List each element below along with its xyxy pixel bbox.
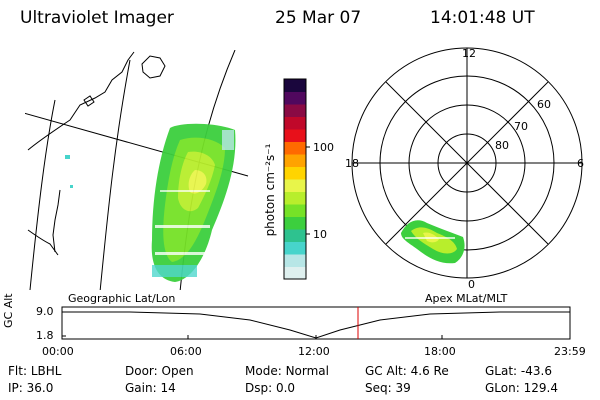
timeline-xtick: 23:59 [554,345,586,358]
coastline [27,51,135,151]
mlat-label-80: 80 [495,139,509,152]
aurora-emission [151,123,236,283]
apex-label: Apex MLat/MLT [425,292,508,305]
timeline-xtick: 12:00 [298,345,330,358]
timeline-ytick-low: 1.8 [36,329,54,342]
mlt-label-12: 12 [462,47,476,60]
status-glat: GLat: -43.6 [485,364,552,378]
island [83,95,95,107]
colorbar-swatch [284,141,306,155]
colorbar-swatch [284,79,306,92]
colorbar-swatch [284,91,306,105]
timeline-xtick: 00:00 [42,345,74,358]
altitude-curve [62,311,570,339]
colorbar-swatch [284,154,306,167]
colorbar-swatch [284,179,306,192]
status-dsp: Dsp: 0.0 [245,381,296,395]
status-ip: IP: 36.0 [8,381,54,395]
timeline-xtick: 06:00 [170,345,202,358]
timeline-axis-title: GC Alt [2,293,15,328]
date-label: 25 Mar 07 [275,8,362,28]
polar-plot [351,47,583,279]
colorbar-tick-10: 10 [313,228,327,241]
colorbar-swatch [284,254,306,267]
colorbar-tick-100: 100 [313,141,334,154]
geographic-label: Geographic Lat/Lon [68,292,176,305]
colorbar-swatch [284,266,306,280]
status-mode: Mode: Normal [245,364,329,378]
longitude-line [29,99,56,290]
status-seq: Seq: 39 [365,381,411,395]
mlat-label-70: 70 [514,120,528,133]
mlt-label-0: 0 [468,278,475,291]
timeline-ytick-high: 9.0 [36,305,54,318]
colorbar-swatch [284,216,306,230]
colorbar-swatch [284,104,306,117]
status-glon: GLon: 129.4 [485,381,558,395]
colorbar-swatch [284,204,306,217]
time-label: 14:01:48 UT [430,8,535,28]
colorbar-swatch [284,166,306,180]
status-gain: Gain: 14 [125,381,176,395]
colorbar-swatch [284,229,306,242]
colorbar-swatch [284,191,306,205]
coastline [27,229,59,256]
mlat-label-60: 60 [537,98,551,111]
timeline-plot [61,306,571,340]
colorbar-swatch [284,116,306,130]
colorbar-swatch [284,241,306,255]
aurora-speck [65,155,70,159]
colorbar [283,78,310,280]
polar-aurora [401,220,465,264]
island [141,55,166,79]
coastline [52,189,61,253]
timeline-xtick: 18:00 [424,345,456,358]
status-gc-alt: GC Alt: 4.6 Re [365,364,449,378]
status-door: Door: Open [125,364,194,378]
aurora-speck [70,185,73,188]
status-filter: Flt: LBHL [8,364,62,378]
mlt-label-18: 18 [345,157,359,170]
instrument-title: Ultraviolet Imager [20,8,174,28]
longitude-line [99,59,131,290]
geographic-map [25,50,249,290]
colorbar-unit-label: photon cm⁻²s⁻¹ [263,143,277,237]
colorbar-swatch [284,129,306,142]
mlt-label-6: 6 [577,157,584,170]
